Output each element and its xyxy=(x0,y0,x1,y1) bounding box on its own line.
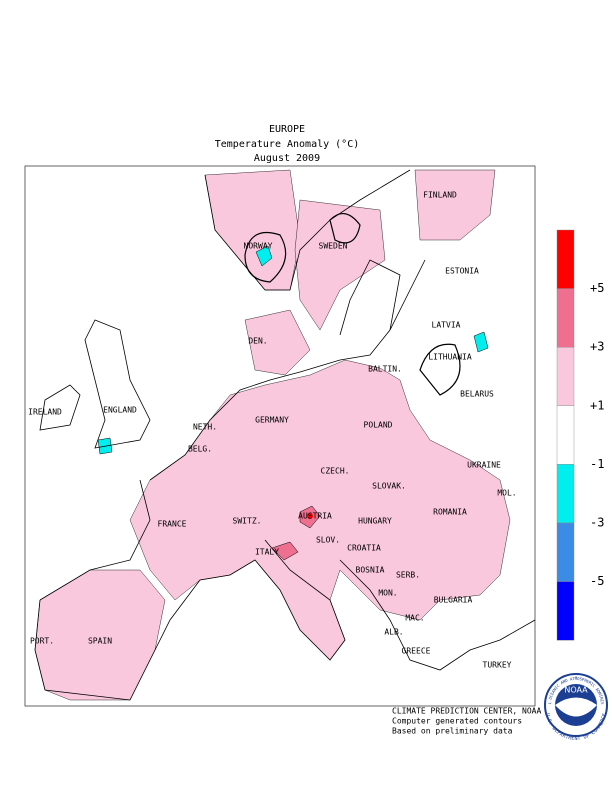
country-label: AUSTRIA xyxy=(298,512,332,521)
legend-label: +1 xyxy=(590,398,604,412)
legend-swatch xyxy=(556,347,575,407)
legend-swatch xyxy=(556,464,575,524)
country-label: DEN. xyxy=(248,337,267,346)
logo-gull xyxy=(555,697,597,717)
anomaly-region xyxy=(271,505,321,561)
country-label: SWEDEN xyxy=(319,242,348,251)
country-label: IRELAND xyxy=(28,408,62,417)
country-label: GERMANY xyxy=(255,416,289,425)
legend-label: -3 xyxy=(590,516,604,530)
country-label: ALB. xyxy=(384,628,403,637)
map: FINLAND NORWAY SWEDEN ESTONIA LATVIA DEN. LITH… xyxy=(24,165,536,707)
country-label: TURKEY xyxy=(483,661,512,670)
country-label: ENGLAND xyxy=(103,406,137,415)
credit: CLIMATE PREDICTION CENTER, NOAA xyxy=(392,707,541,716)
country-label: CZECH. xyxy=(321,467,350,476)
country-label: BELARUS xyxy=(460,390,494,399)
country-label: NETH. xyxy=(193,423,217,432)
country-label: ITALY xyxy=(255,548,279,557)
anomaly-region xyxy=(97,245,489,455)
country-label: SWITZ. xyxy=(233,517,262,526)
anomaly-region xyxy=(307,513,313,519)
country-label: MAC. xyxy=(405,614,424,623)
country-label: ESTONIA xyxy=(445,267,479,276)
country-label: NORWAY xyxy=(244,242,273,251)
country-label: BALTIN. xyxy=(368,365,402,374)
country-label: FINLAND xyxy=(423,191,457,200)
country-label: HUNGARY xyxy=(358,517,392,526)
country-label: SPAIN xyxy=(88,637,112,646)
country-label: LITHUANIA xyxy=(428,353,472,362)
country-label: SERB. xyxy=(396,571,420,580)
country-label: CROATIA xyxy=(347,544,381,553)
logo-name: NOAA xyxy=(564,686,588,695)
country-label: FRANCE xyxy=(158,520,187,529)
country-label: POLAND xyxy=(364,421,393,430)
anomaly-region xyxy=(414,169,496,241)
contour xyxy=(244,213,461,396)
credit: Based on preliminary data xyxy=(392,727,513,736)
credit: Computer generated contours xyxy=(392,717,522,726)
country-label: BOSNIA xyxy=(356,566,385,575)
map-period: August 2009 xyxy=(254,153,320,164)
country-label: SLOVAK. xyxy=(372,482,406,491)
legend-label: -5 xyxy=(590,574,604,588)
country-label: MON. xyxy=(378,589,397,598)
legend-swatch xyxy=(556,288,575,348)
legend-label: -1 xyxy=(590,457,604,471)
map-region: EUROPE xyxy=(269,124,305,135)
legend-label: +5 xyxy=(590,281,604,295)
country-label: BULGARIA xyxy=(434,596,473,605)
legend: +5 +3 +1 -1 -3 -5 xyxy=(556,229,604,641)
country-label: LATVIA xyxy=(432,321,461,330)
country-label: MOL. xyxy=(497,489,516,498)
country-label: UKRAINE xyxy=(467,461,501,470)
country-label: PORT. xyxy=(30,637,54,646)
country-label: GREECE xyxy=(402,647,431,656)
country-label: SLOV. xyxy=(316,536,340,545)
legend-swatch xyxy=(556,229,575,289)
anomaly-region xyxy=(244,309,311,376)
legend-swatch xyxy=(556,405,575,465)
coastline xyxy=(34,169,536,701)
legend-swatch xyxy=(556,522,575,582)
country-label: BELG. xyxy=(188,445,212,454)
legend-label: +3 xyxy=(590,340,604,354)
legend-swatch xyxy=(556,581,575,641)
map-title: Temperature Anomaly (°C) xyxy=(215,139,360,150)
country-label: ROMANIA xyxy=(433,508,467,517)
